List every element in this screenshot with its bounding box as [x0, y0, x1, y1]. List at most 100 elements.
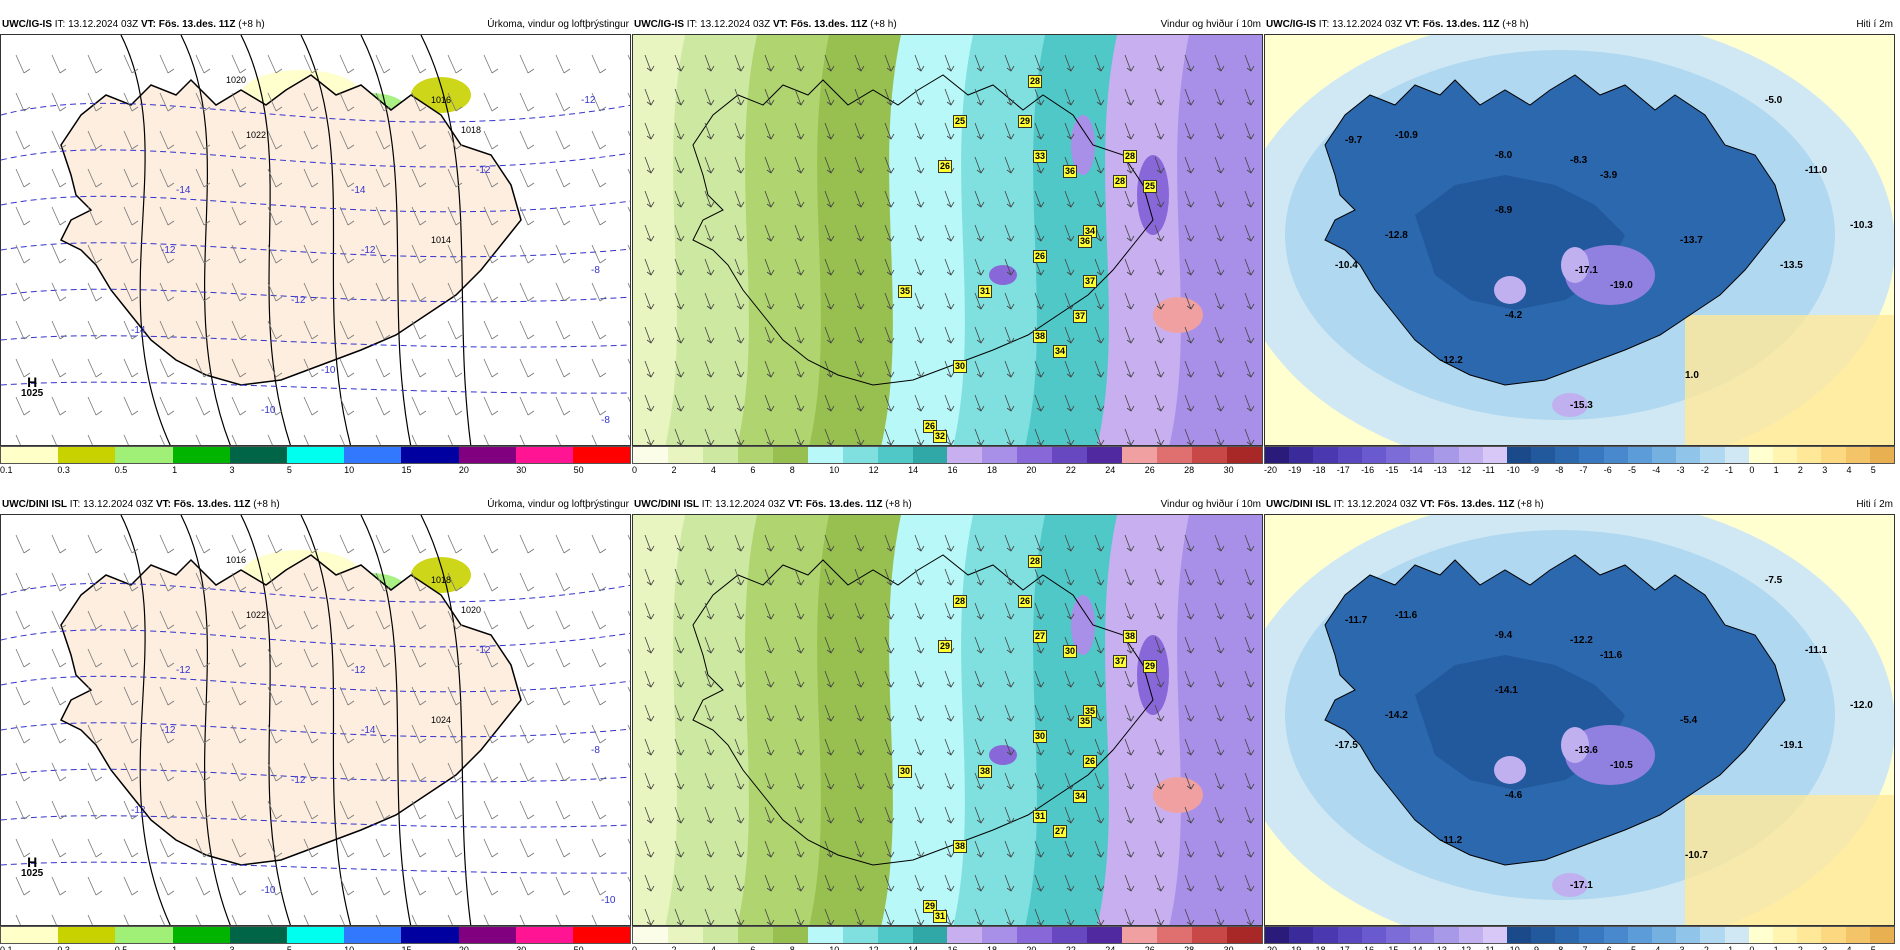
wind-arrow [674, 326, 685, 344]
temp-value-label: -5.4 [1680, 715, 1698, 726]
isobar-label: 1022 [246, 610, 267, 620]
wind-arrow [914, 908, 925, 925]
wind-arrow [1184, 738, 1195, 756]
wind-arrow [1214, 224, 1225, 242]
legend-tick-label: 14 [908, 945, 919, 950]
wind-arrow [1244, 704, 1255, 722]
wind-barb [591, 610, 607, 630]
temp-value-label: -12.0 [1850, 700, 1873, 711]
wind-arrow [794, 738, 805, 756]
legend-swatch [1458, 447, 1483, 463]
gust-label: 26 [1033, 250, 1048, 263]
legend-swatch [772, 447, 808, 463]
isobar-label: 1018 [461, 125, 482, 135]
wind-barb [627, 610, 630, 617]
wind-barb [519, 320, 535, 340]
wind-barb [483, 130, 499, 150]
wind-arrow [764, 428, 775, 445]
wind-barb [87, 206, 103, 226]
wind-barb [231, 648, 247, 668]
wind-barb [267, 838, 283, 858]
wind-arrow [1244, 292, 1255, 310]
wind-arrow [764, 326, 775, 344]
wind-arrow [1154, 292, 1165, 310]
wind-barb [267, 800, 283, 820]
wind-arrow [1244, 428, 1255, 445]
wind-arrow [884, 190, 895, 208]
wind-arrow [884, 670, 895, 688]
wind-barb [231, 724, 247, 744]
wind-barb [627, 762, 630, 769]
wind-barb [555, 396, 571, 416]
wind-barb [231, 130, 247, 150]
gust-label: 30 [1033, 730, 1048, 743]
vt-value: Fös. 13.des. 11Z [790, 18, 868, 30]
wind-barb [195, 206, 211, 226]
wind-barb [231, 534, 247, 554]
panel-title: Hiti í 2m [1856, 18, 1893, 30]
panel-header: UWC/IG-IS IT: 13.12.2024 03Z VT: Fös. 13… [1264, 14, 1895, 34]
wind-arrow [704, 670, 715, 688]
it-label: IT: [69, 498, 81, 510]
wind-arrow [644, 636, 655, 654]
wind-barb [411, 358, 427, 378]
wind-barb [591, 724, 607, 744]
vt-value: Fös. 13.des. 11Z [1437, 498, 1515, 510]
wind-barb [267, 534, 283, 554]
isobar-line [240, 515, 292, 925]
isobar-line [420, 515, 472, 925]
panel-igis-temp: UWC/IG-IS IT: 13.12.2024 03Z VT: Fös. 13… [1264, 14, 1895, 477]
wind-barb [303, 648, 319, 668]
wind-barb [627, 572, 630, 579]
legend-swatch [1289, 927, 1314, 943]
wind-barb [51, 572, 67, 592]
wind-arrow [644, 394, 655, 412]
wind-barb [339, 572, 355, 592]
wind-arrow [854, 840, 865, 858]
vt-label: VT: [140, 18, 156, 30]
model-name: UWC/DINI ISL [634, 498, 699, 510]
wind-barb [339, 914, 345, 925]
vt-value: Fös. 13.des. 11Z [1422, 18, 1500, 30]
wind-arrow [1124, 258, 1135, 276]
wind-arrow [1004, 292, 1015, 310]
wind-arrow [854, 568, 865, 586]
wind-arrow [974, 88, 985, 106]
wind-arrow [794, 670, 805, 688]
wind-arrow [644, 908, 655, 925]
wind-barb [87, 610, 103, 630]
wind-arrow [674, 88, 685, 106]
wind-arrow [1184, 908, 1195, 925]
wind-barb [519, 724, 535, 744]
map-canvas [1, 35, 630, 445]
wind-barb [483, 244, 499, 264]
wind-arrow [914, 428, 925, 445]
wind-arrow [734, 88, 745, 106]
wind-arrow [1184, 840, 1195, 858]
wind-barb [591, 358, 607, 378]
wind-arrow [794, 122, 805, 140]
wind-arrow [914, 772, 925, 790]
legend-tick-label: 4 [1846, 465, 1852, 475]
wind-barb [231, 92, 247, 112]
map-canvas [1265, 515, 1894, 925]
legend-tick-label: 10 [829, 945, 840, 950]
wind-arrow [1154, 224, 1165, 242]
legend-tick-label: 30 [1223, 465, 1234, 475]
legend-swatch [1748, 447, 1773, 463]
legend-tick-label: 22 [1065, 945, 1076, 950]
wind-barb [15, 206, 31, 226]
wind-barb [411, 92, 427, 112]
legend-tick-label: 1 [172, 465, 178, 475]
wind-barb [411, 610, 427, 630]
panel-title: Hiti í 2m [1856, 498, 1893, 510]
wind-arrow [1244, 806, 1255, 824]
wind-barb [519, 800, 535, 820]
wind-barb [411, 130, 427, 150]
wind-arrow [794, 428, 805, 445]
wind-barb [627, 800, 630, 807]
wind-barb [303, 282, 319, 302]
wind-barb [483, 800, 499, 820]
legend-tick-label: 30 [516, 945, 527, 950]
gust-label: 33 [1033, 150, 1048, 163]
